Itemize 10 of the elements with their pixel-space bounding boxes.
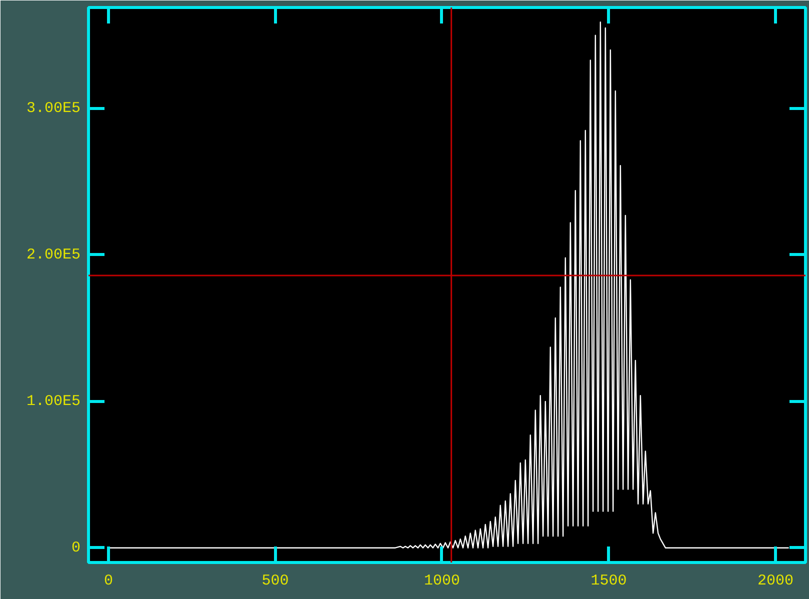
y-tick-label: 2.00E5	[26, 246, 81, 264]
x-tick-label: 500	[262, 572, 289, 590]
x-tick-label: 2000	[757, 572, 794, 590]
x-tick-label: 1500	[590, 572, 627, 590]
x-tick-label: 0	[104, 572, 114, 590]
line-series	[108, 22, 790, 548]
x-tick-label: 1000	[424, 572, 460, 590]
y-tick-label: 0	[72, 539, 81, 556]
y-tick-label: 3.00E5	[26, 100, 81, 118]
y-tick-label: 1.00E5	[26, 392, 81, 410]
